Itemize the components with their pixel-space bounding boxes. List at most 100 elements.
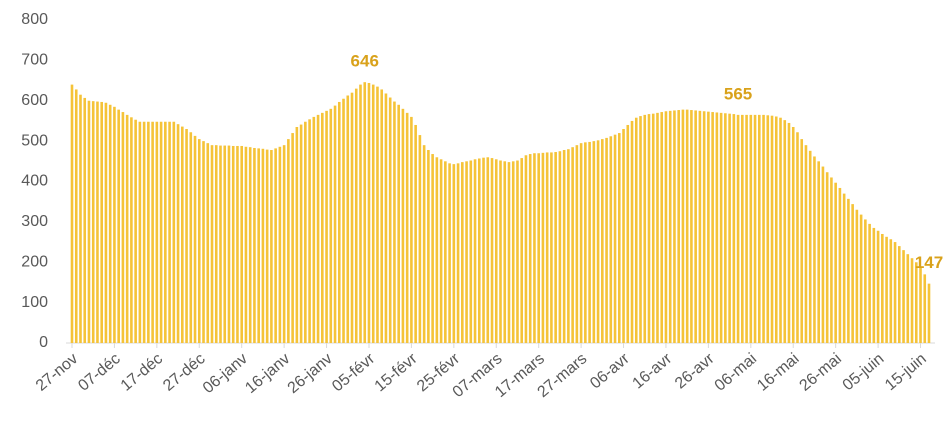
bar: [813, 156, 816, 343]
bar: [609, 136, 613, 343]
x-tick-label: 27-nov: [33, 350, 81, 394]
bar: [367, 82, 371, 344]
bar: [571, 147, 574, 343]
bar: [185, 129, 188, 343]
bar: [236, 145, 239, 343]
bar: [304, 121, 307, 344]
bar: [414, 124, 417, 343]
bar: [482, 157, 485, 343]
bar: [550, 152, 553, 343]
y-tick-label: 800: [21, 11, 48, 28]
bar: [444, 161, 447, 343]
bar: [168, 121, 171, 344]
bar: [287, 139, 290, 343]
bar: [842, 193, 846, 343]
bar: [91, 101, 95, 343]
bar: [681, 109, 685, 343]
bar: [766, 115, 770, 343]
bar: [902, 250, 905, 343]
bar: [206, 143, 210, 343]
bar: [847, 198, 850, 343]
bar: [804, 145, 808, 343]
bar: [350, 92, 354, 343]
bar: [439, 159, 443, 343]
bar: [257, 148, 260, 343]
bar: [749, 114, 753, 343]
x-tick-label: 15-févr: [372, 350, 422, 395]
bar: [783, 120, 787, 343]
x-tick-label: 26-janv: [285, 350, 336, 397]
bar: [592, 141, 596, 343]
bar: [270, 150, 273, 343]
bar: [800, 139, 804, 343]
bar: [694, 110, 697, 343]
bar: [787, 122, 791, 343]
bar: [274, 148, 277, 343]
data-label: 646: [351, 52, 379, 71]
bar: [872, 227, 876, 343]
bar: [461, 162, 464, 343]
bar: [830, 177, 833, 343]
bar: [342, 98, 345, 343]
bar: [516, 160, 519, 343]
bar: [193, 135, 197, 343]
bar: [282, 145, 286, 343]
bar: [499, 160, 502, 343]
bar: [575, 145, 579, 343]
bar: [354, 88, 358, 343]
bar: [537, 153, 540, 343]
bar: [724, 113, 727, 343]
bar: [745, 114, 748, 343]
bar: [435, 157, 439, 343]
y-tick-label: 0: [39, 334, 48, 351]
bar: [172, 121, 176, 344]
bar: [889, 239, 893, 343]
bar: [325, 110, 328, 343]
bar: [923, 274, 927, 343]
y-tick-label: 200: [21, 253, 48, 270]
bar: [507, 162, 511, 343]
bar: [664, 111, 668, 343]
bar: [244, 146, 248, 343]
bar: [79, 94, 82, 343]
bar: [108, 104, 112, 343]
bar: [817, 161, 820, 343]
bar: [554, 152, 557, 343]
bar: [910, 258, 914, 343]
bar: [363, 82, 367, 344]
bar: [651, 113, 655, 343]
bar: [83, 97, 87, 343]
bar: [864, 219, 867, 343]
bar: [855, 209, 859, 343]
bar: [452, 164, 456, 343]
bar: [87, 100, 91, 343]
bar: [202, 141, 205, 343]
bar: [299, 124, 303, 343]
bar: [685, 109, 689, 343]
bar: [520, 158, 524, 343]
data-label: 565: [724, 84, 752, 103]
bar: [181, 126, 184, 343]
bar: [219, 145, 222, 343]
bar: [558, 151, 562, 343]
bar: [401, 108, 405, 343]
bar: [732, 114, 736, 343]
bar: [634, 117, 638, 344]
bar: [605, 137, 608, 343]
bar: [588, 141, 591, 343]
x-tick-label: 17-déc: [118, 350, 166, 394]
y-tick-label: 100: [21, 294, 48, 311]
bar: [656, 112, 659, 343]
bar: [774, 116, 778, 343]
bar: [898, 246, 901, 343]
bar: [248, 147, 252, 343]
bar: [295, 126, 299, 344]
bar: [753, 114, 757, 343]
bar: [562, 150, 566, 343]
bar: [711, 112, 714, 344]
bar: [159, 121, 163, 344]
bar: [376, 86, 379, 344]
bar: [741, 114, 744, 343]
bar: [791, 126, 795, 344]
x-tick-label: 16-avr: [630, 350, 676, 393]
